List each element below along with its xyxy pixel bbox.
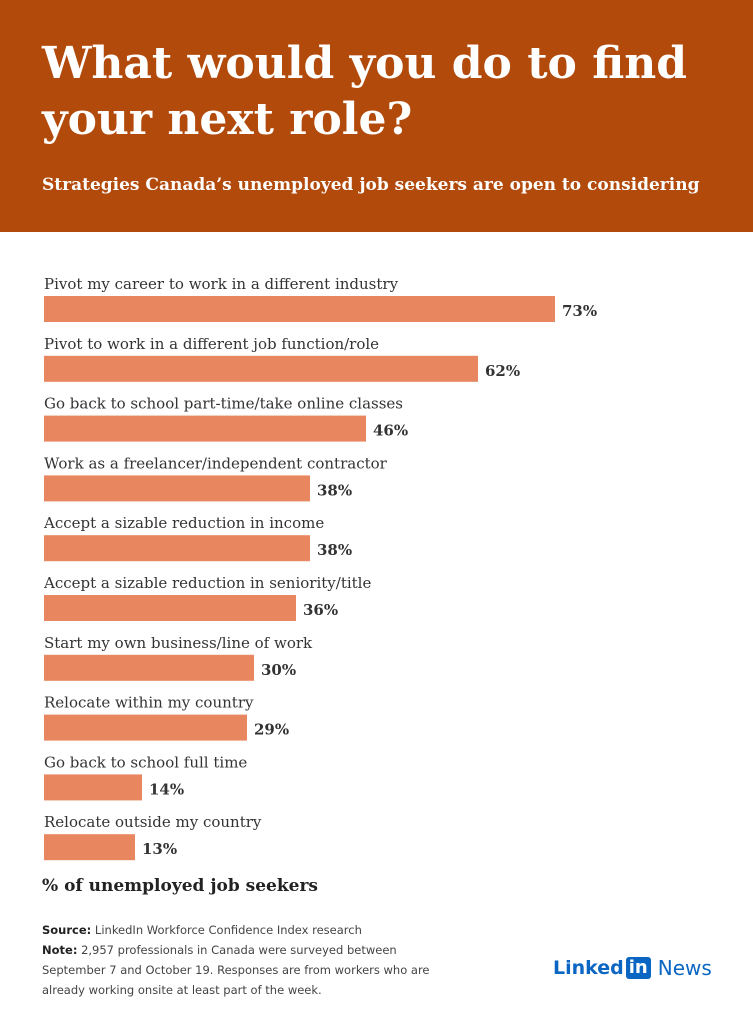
value-label: 13% <box>142 840 177 858</box>
source-note: Source: LinkedIn Workforce Confidence In… <box>42 920 462 940</box>
category-label: Pivot my career to work in a different i… <box>44 275 399 293</box>
value-label: 62% <box>485 362 520 380</box>
bar <box>44 475 310 502</box>
bar <box>44 355 478 382</box>
bar <box>44 535 310 562</box>
header-banner: What would you do to find your next role… <box>0 0 753 232</box>
value-label: 14% <box>149 780 184 798</box>
linkedin-news-logo: Linked in News <box>553 953 712 983</box>
category-label: Start my own business/line of work <box>44 634 313 652</box>
value-label: 38% <box>317 481 352 499</box>
source-text: LinkedIn Workforce Confidence Index rese… <box>94 923 362 937</box>
logo-in-box: in <box>625 957 651 979</box>
value-label: 36% <box>303 601 338 619</box>
method-note: Note: 2,957 professionals in Canada were… <box>42 940 462 1000</box>
chart-title: What would you do to find your next role… <box>42 38 687 145</box>
category-label: Pivot to work in a different job functio… <box>44 335 379 353</box>
category-label: Work as a freelancer/independent contrac… <box>44 454 388 472</box>
source-label: Source: <box>42 923 92 937</box>
value-label: 73% <box>562 302 597 320</box>
bar <box>44 834 135 861</box>
footnotes: Source: LinkedIn Workforce Confidence In… <box>42 920 462 1000</box>
logo-news: News <box>657 956 712 980</box>
chart-subtitle: Strategies Canada’s unemployed job seeke… <box>42 175 700 195</box>
category-label: Relocate within my country <box>44 694 254 712</box>
category-label: Accept a sizable reduction in income <box>43 514 324 532</box>
note-text: 2,957 professionals in Canada were surve… <box>42 943 430 997</box>
bar <box>44 774 142 801</box>
value-label: 38% <box>317 541 352 559</box>
bar <box>44 415 366 442</box>
bar <box>44 714 247 741</box>
note-label: Note: <box>42 943 78 957</box>
category-label: Go back to school full time <box>44 753 247 771</box>
value-label: 30% <box>261 661 296 679</box>
bar <box>44 296 555 322</box>
logo-linked: Linked <box>553 957 624 979</box>
bar <box>44 654 254 681</box>
bar <box>44 595 296 621</box>
category-label: Relocate outside my country <box>44 813 262 831</box>
category-label: Go back to school part-time/take online … <box>44 395 403 413</box>
bar-chart: Pivot my career to work in a different i… <box>43 275 597 861</box>
value-label: 29% <box>254 721 289 739</box>
x-axis-label: % of unemployed job seekers <box>42 876 318 896</box>
category-label: Accept a sizable reduction in seniority/… <box>43 574 371 592</box>
value-label: 46% <box>373 422 408 440</box>
